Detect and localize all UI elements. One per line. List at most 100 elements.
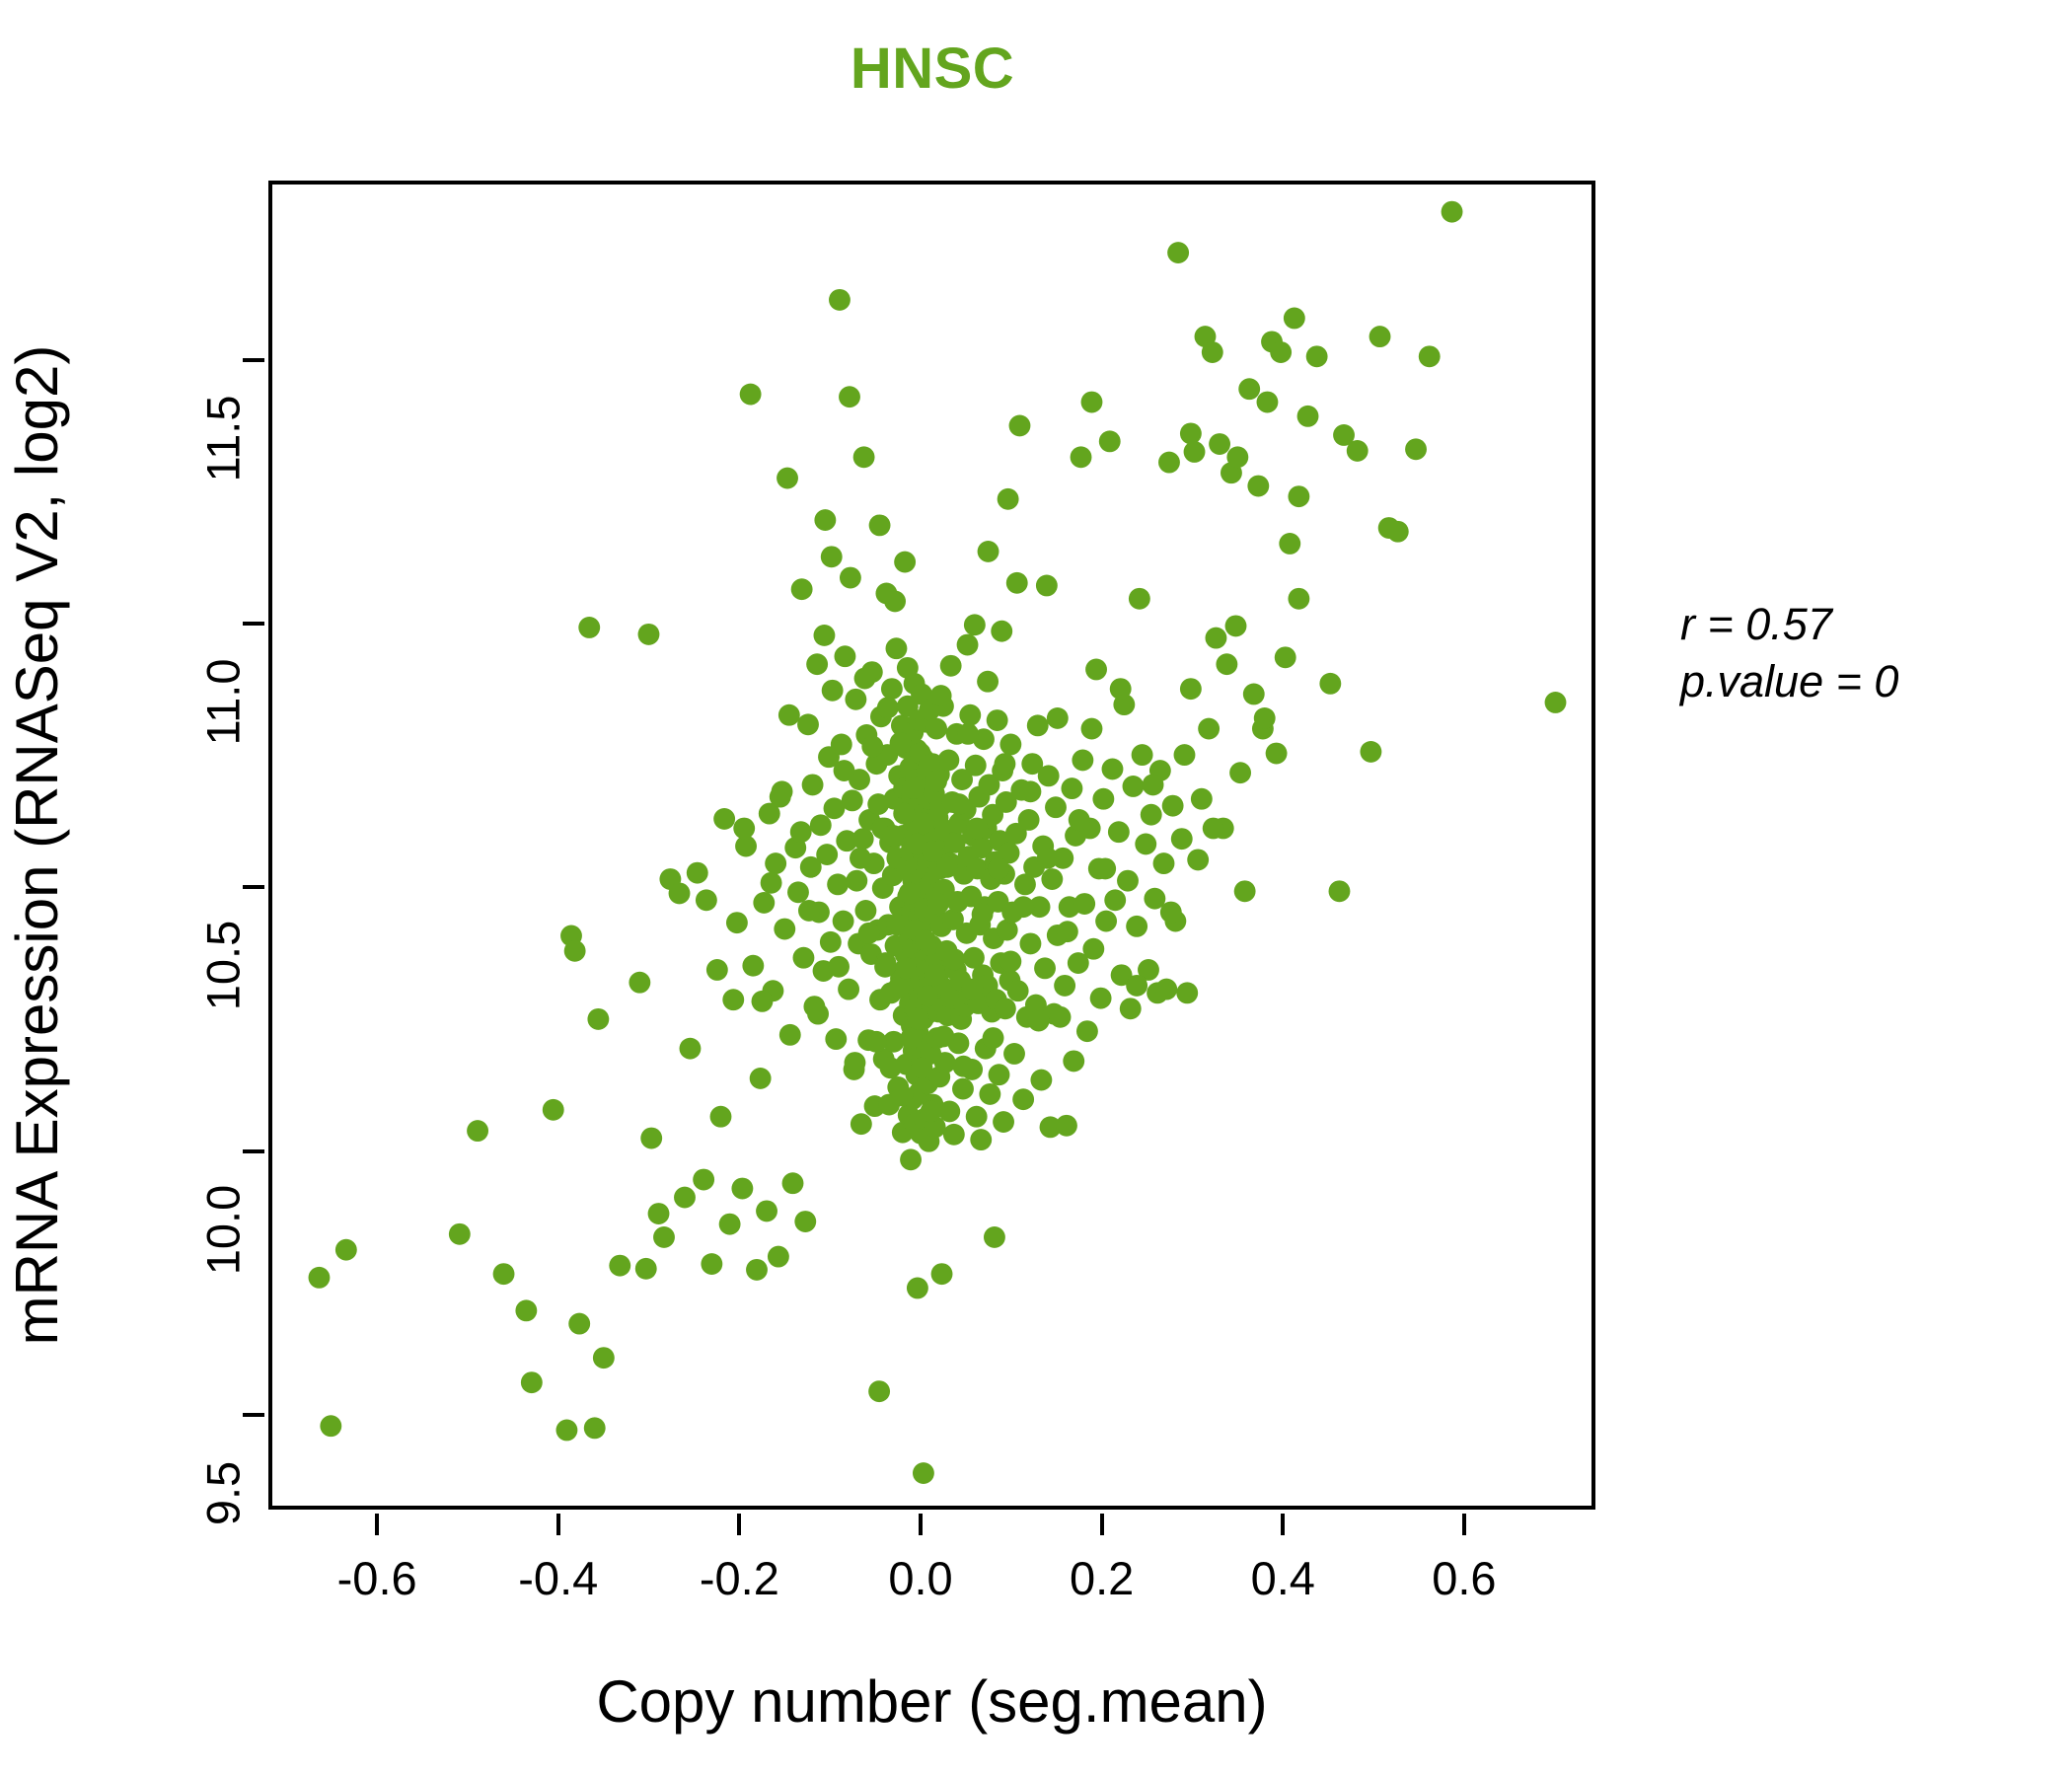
scatter-point xyxy=(640,1127,663,1149)
y-tick-label: 11.5 xyxy=(196,395,250,482)
scatter-point xyxy=(1126,915,1148,937)
scatter-point xyxy=(932,1025,955,1048)
scatter-point xyxy=(1122,776,1145,797)
scatter-point xyxy=(898,882,921,905)
scatter-point xyxy=(833,760,855,781)
scatter-point xyxy=(637,623,660,645)
scatter-point xyxy=(693,1168,715,1191)
scatter-point xyxy=(971,903,994,925)
scatter-point xyxy=(879,1057,902,1079)
scatter-point xyxy=(801,774,824,796)
scatter-point xyxy=(963,946,985,969)
scatter-point xyxy=(1014,873,1036,896)
scatter-point xyxy=(1159,901,1182,924)
scatter-point xyxy=(749,1068,772,1089)
x-tick-mark xyxy=(1099,1514,1104,1535)
scatter-point xyxy=(942,909,964,930)
scatter-point xyxy=(867,793,890,815)
scatter-point xyxy=(971,837,994,859)
scatter-point xyxy=(1126,974,1148,997)
scatter-point xyxy=(887,977,910,999)
scatter-point xyxy=(647,1203,670,1224)
scatter-point xyxy=(777,703,800,726)
scatter-point xyxy=(924,964,946,987)
scatter-point xyxy=(1045,796,1067,819)
scatter-point xyxy=(1198,717,1221,740)
scatter-point xyxy=(1109,678,1132,701)
scatter-point xyxy=(1026,714,1049,737)
scatter-point xyxy=(653,1226,675,1248)
scatter-point xyxy=(880,678,903,701)
scatter-point xyxy=(1247,475,1270,497)
scatter-point xyxy=(1046,706,1069,729)
scatter-point xyxy=(996,919,1018,941)
scatter-point xyxy=(825,1028,848,1051)
scatter-point xyxy=(1202,817,1224,840)
scatter-point xyxy=(956,633,979,656)
scatter-point xyxy=(829,288,851,311)
scatter-point xyxy=(853,667,876,690)
scatter-point xyxy=(634,1257,657,1280)
scatter-point xyxy=(1138,959,1159,981)
scatter-point xyxy=(679,1037,702,1060)
y-tick-label: 10.5 xyxy=(196,921,250,1011)
scatter-point xyxy=(1176,982,1199,1004)
scatter-point xyxy=(823,797,846,820)
page-title: HNSC xyxy=(850,37,1015,101)
scatter-point xyxy=(778,1023,801,1046)
scatter-point xyxy=(820,546,843,568)
scatter-point xyxy=(896,656,919,679)
scatter-point xyxy=(1256,391,1279,413)
scatter-point xyxy=(943,831,966,853)
scatter-point xyxy=(1265,742,1288,765)
scatter-point xyxy=(982,803,1004,826)
scatter-point xyxy=(1238,378,1261,401)
scatter-point xyxy=(893,802,916,825)
scatter-point xyxy=(1128,587,1150,610)
scatter-point xyxy=(1049,1005,1072,1028)
scatter-point xyxy=(999,733,1022,756)
scatter-point xyxy=(1144,887,1166,910)
scatter-point xyxy=(1028,896,1051,919)
scatter-point xyxy=(1055,1114,1077,1137)
scatter-point xyxy=(1095,910,1118,932)
scatter-point xyxy=(1036,847,1059,869)
scatter-point xyxy=(997,487,1019,510)
scatter-point xyxy=(733,817,756,840)
scatter-point xyxy=(827,873,850,896)
scatter-point xyxy=(1155,978,1178,1000)
scatter-point xyxy=(854,899,877,922)
scatter-point xyxy=(1319,672,1342,695)
scatter-point xyxy=(1152,852,1175,875)
scatter-point xyxy=(1073,893,1096,915)
scatter-point xyxy=(891,1084,914,1107)
scatter-point xyxy=(1080,391,1103,413)
scatter-point xyxy=(906,1277,928,1299)
scatter-point xyxy=(1201,341,1223,363)
scatter-point xyxy=(930,1263,953,1286)
x-axis-label: Copy number (seg.mean) xyxy=(596,1668,1268,1735)
scatter-point xyxy=(844,1052,866,1073)
scatter-point xyxy=(912,1462,934,1484)
scatter-point xyxy=(1360,740,1382,763)
scatter-point xyxy=(1418,345,1441,368)
scatter-point xyxy=(1107,821,1130,844)
scatter-point xyxy=(1075,1020,1098,1043)
scatter-point xyxy=(1253,706,1276,729)
scatter-point xyxy=(1080,717,1103,740)
scatter-point xyxy=(882,825,905,847)
scatter-point xyxy=(885,637,908,660)
statistics-annotation: r = 0.57 p.value = 0 xyxy=(1680,596,1898,709)
scatter-point xyxy=(725,912,748,934)
scatter-point xyxy=(885,914,908,936)
scatter-point xyxy=(1158,451,1180,474)
scatter-point xyxy=(998,842,1020,864)
scatter-point xyxy=(1085,658,1107,681)
scatter-point xyxy=(1012,896,1035,919)
scatter-point xyxy=(674,1186,696,1209)
scatter-point xyxy=(1179,422,1202,445)
scatter-point xyxy=(1441,200,1463,223)
scatter-point xyxy=(1288,485,1310,508)
scatter-point xyxy=(868,514,891,537)
x-tick-label: 0.6 xyxy=(1432,1552,1497,1604)
